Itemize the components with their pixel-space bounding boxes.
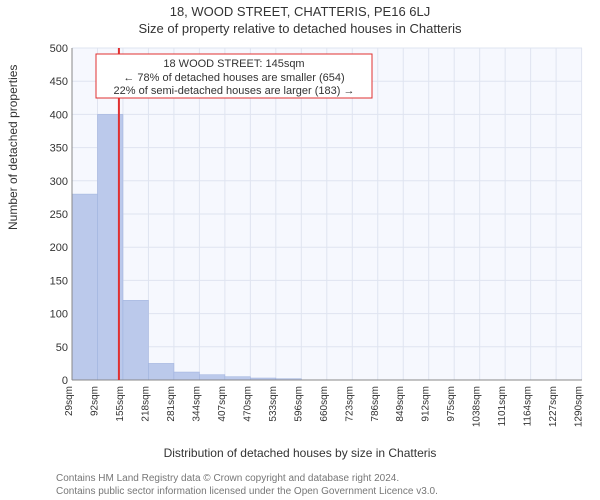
svg-text:100: 100: [50, 309, 68, 321]
x-tick-label: 407sqm: [217, 386, 228, 422]
footer-line-1: Contains HM Land Registry data © Crown c…: [56, 472, 438, 485]
svg-text:500: 500: [50, 44, 68, 55]
svg-text:400: 400: [50, 109, 68, 121]
x-tick-label: 1038sqm: [472, 386, 483, 427]
x-tick-label: 660sqm: [319, 386, 330, 422]
x-tick-label: 155sqm: [115, 386, 126, 422]
histogram-plot: 0 50 100 150 200 250 300 350 400 450 500 29sqm 92sqm…: [48, 44, 586, 434]
annotation-line-2: ← 78% of detached houses are smaller (65…: [123, 72, 344, 84]
x-tick-label: 912sqm: [421, 386, 432, 422]
chart-area: 0 50 100 150 200 250 300 350 400 450 500 29sqm 92sqm…: [48, 44, 586, 434]
svg-text:150: 150: [50, 275, 68, 287]
x-tick-label: 1227sqm: [548, 386, 559, 427]
histogram-bar: [72, 194, 97, 380]
attribution-footer: Contains HM Land Registry data © Crown c…: [56, 472, 438, 498]
x-tick-label: 1164sqm: [523, 386, 534, 426]
svg-text:450: 450: [50, 76, 68, 88]
annotation-line-3: 22% of semi-detached houses are larger (…: [114, 85, 355, 97]
histogram-bar: [148, 363, 173, 380]
x-tick-label: 470sqm: [242, 386, 253, 422]
x-tick-label: 281sqm: [166, 386, 177, 422]
histogram-bar: [174, 372, 199, 380]
x-tick-label: 1101sqm: [497, 386, 508, 426]
svg-text:50: 50: [56, 342, 68, 354]
annotation-line-1: 18 WOOD STREET: 145sqm: [163, 58, 304, 70]
x-tick-label: 344sqm: [191, 386, 202, 422]
x-tick-label: 29sqm: [64, 386, 75, 416]
histogram-bar: [199, 375, 224, 380]
svg-text:0: 0: [62, 375, 68, 387]
chart-subtitle: Size of property relative to detached ho…: [0, 19, 600, 36]
x-tick-label: 533sqm: [268, 386, 279, 422]
page-title: 18, WOOD STREET, CHATTERIS, PE16 6LJ: [0, 0, 600, 19]
x-tick-label: 723sqm: [344, 386, 355, 422]
y-axis-label: Number of detached properties: [6, 65, 20, 230]
histogram-bar: [123, 300, 148, 380]
svg-text:250: 250: [50, 209, 68, 221]
svg-text:350: 350: [50, 143, 68, 155]
x-tick-label: 218sqm: [140, 386, 151, 422]
x-tick-label: 849sqm: [395, 386, 406, 422]
x-axis-label: Distribution of detached houses by size …: [0, 446, 600, 460]
x-tick-label: 975sqm: [446, 386, 457, 422]
x-tick-label: 92sqm: [89, 386, 100, 416]
footer-line-2: Contains public sector information licen…: [56, 485, 438, 498]
x-tick-label: 1290sqm: [574, 386, 585, 427]
x-tick-label: 786sqm: [370, 386, 381, 422]
svg-text:300: 300: [50, 176, 68, 188]
svg-text:200: 200: [50, 242, 68, 254]
x-tick-label: 596sqm: [293, 386, 304, 422]
